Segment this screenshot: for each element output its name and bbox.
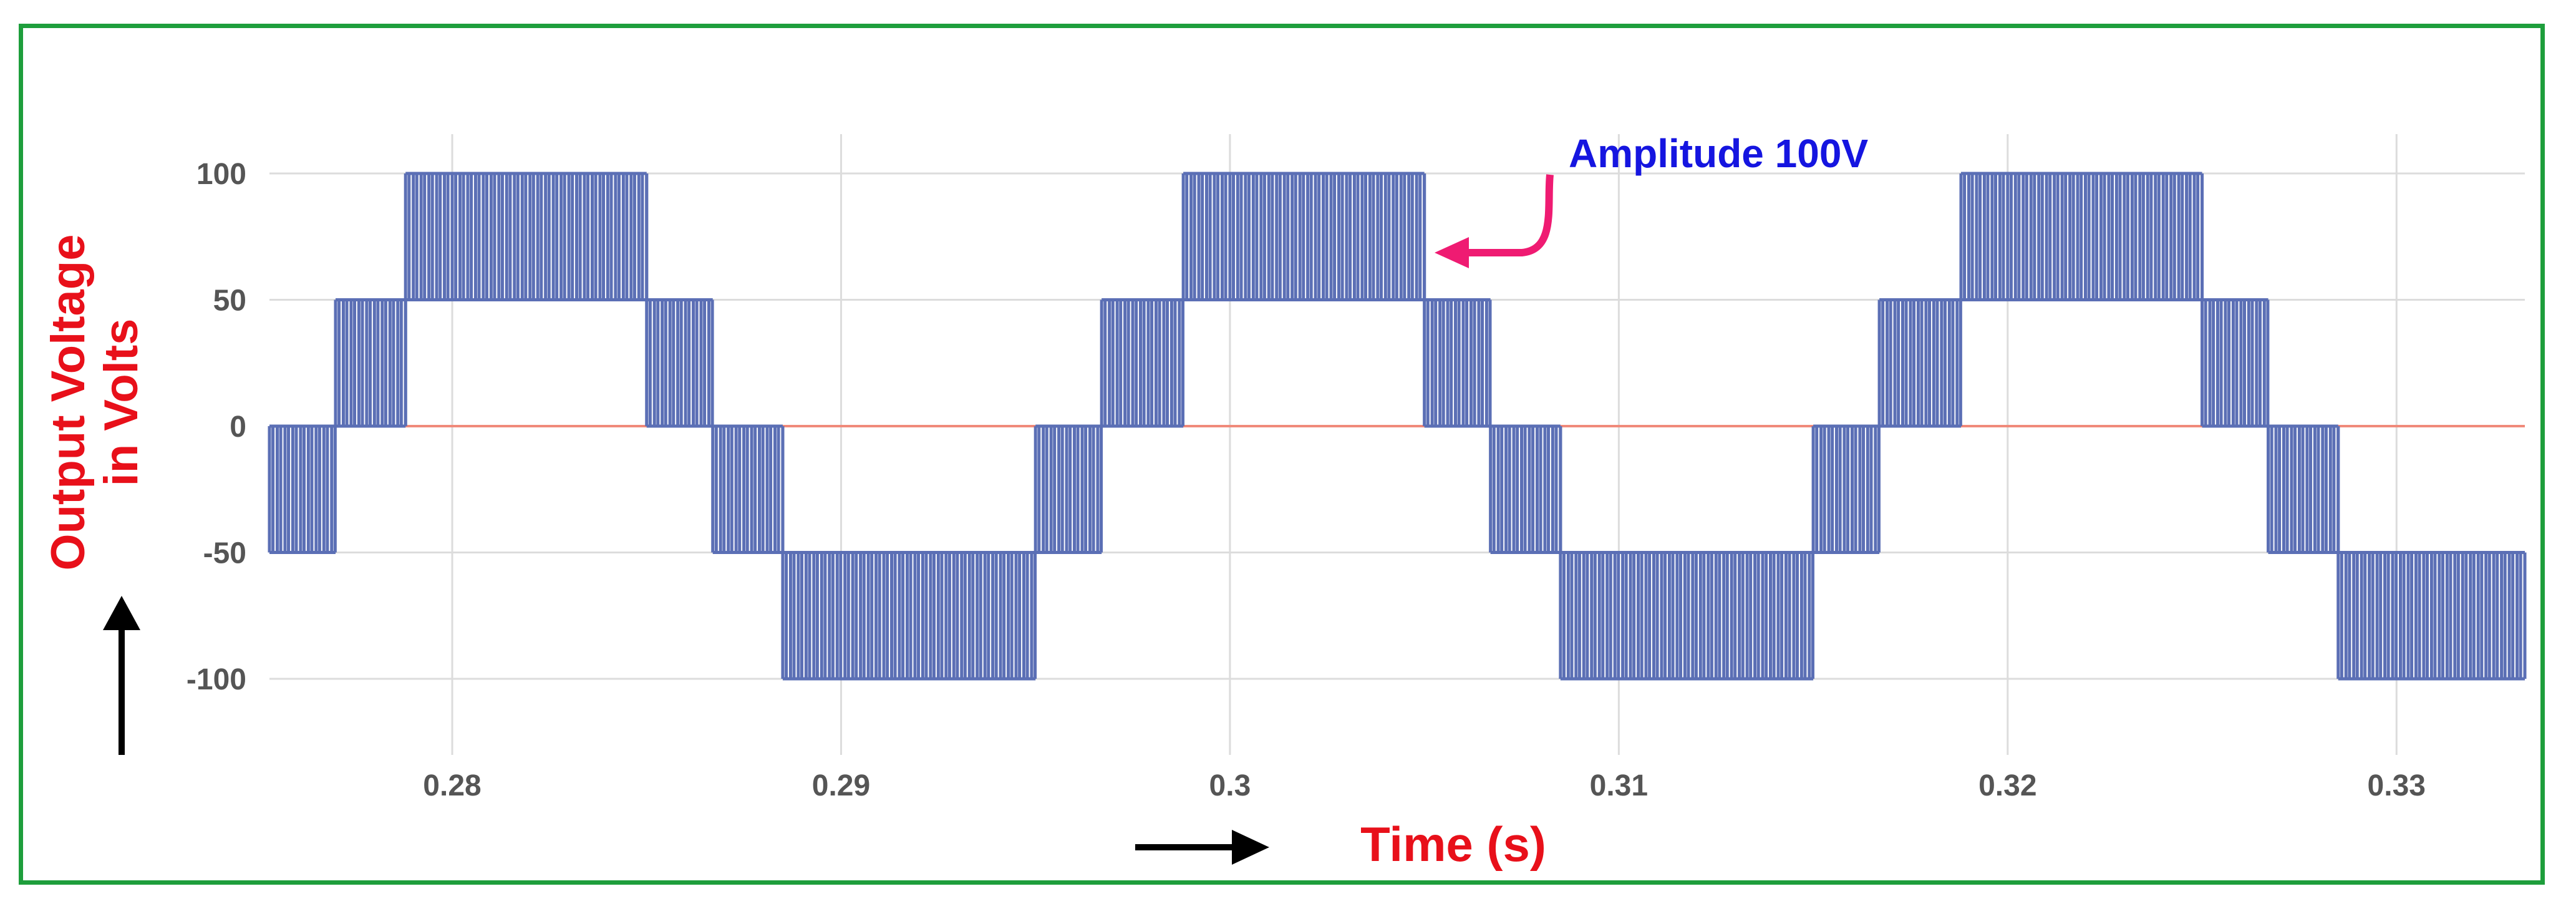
x-tick-label: 0.31 — [1590, 769, 1648, 802]
figure-frame — [19, 24, 2545, 885]
y-axis-label: Output Voltage in Volts — [42, 235, 148, 571]
x-tick-label: 0.28 — [423, 769, 481, 802]
x-tick-labels: 0.28 0.29 0.3 0.31 0.32 0.33 — [423, 769, 2426, 802]
x-tick-label: 0.3 — [1209, 769, 1251, 802]
y-tick-label: 100 — [196, 158, 246, 191]
waveform-series — [268, 172, 2527, 681]
x-axis-label: Time (s) — [1360, 817, 1546, 872]
y-tick-label: 50 — [213, 284, 246, 318]
y-axis-label-line2: in Volts — [95, 319, 148, 487]
x-tick-label: 0.29 — [812, 769, 870, 802]
y-axis-label-line1: Output Voltage — [42, 235, 95, 571]
y-tick-label: -50 — [203, 537, 246, 570]
y-tick-labels: 100 50 0 -50 -100 — [186, 158, 246, 696]
annotation-arrow-icon — [1435, 174, 1554, 268]
x-tick-label: 0.33 — [2368, 769, 2426, 802]
x-tick-label: 0.32 — [1978, 769, 2036, 802]
amplitude-annotation: Amplitude 100V — [1569, 131, 1868, 176]
y-direction-arrow-icon — [103, 596, 140, 755]
x-direction-arrow-icon — [1135, 830, 1269, 865]
y-tick-label: 0 — [230, 411, 246, 444]
y-tick-label: -100 — [186, 663, 246, 696]
